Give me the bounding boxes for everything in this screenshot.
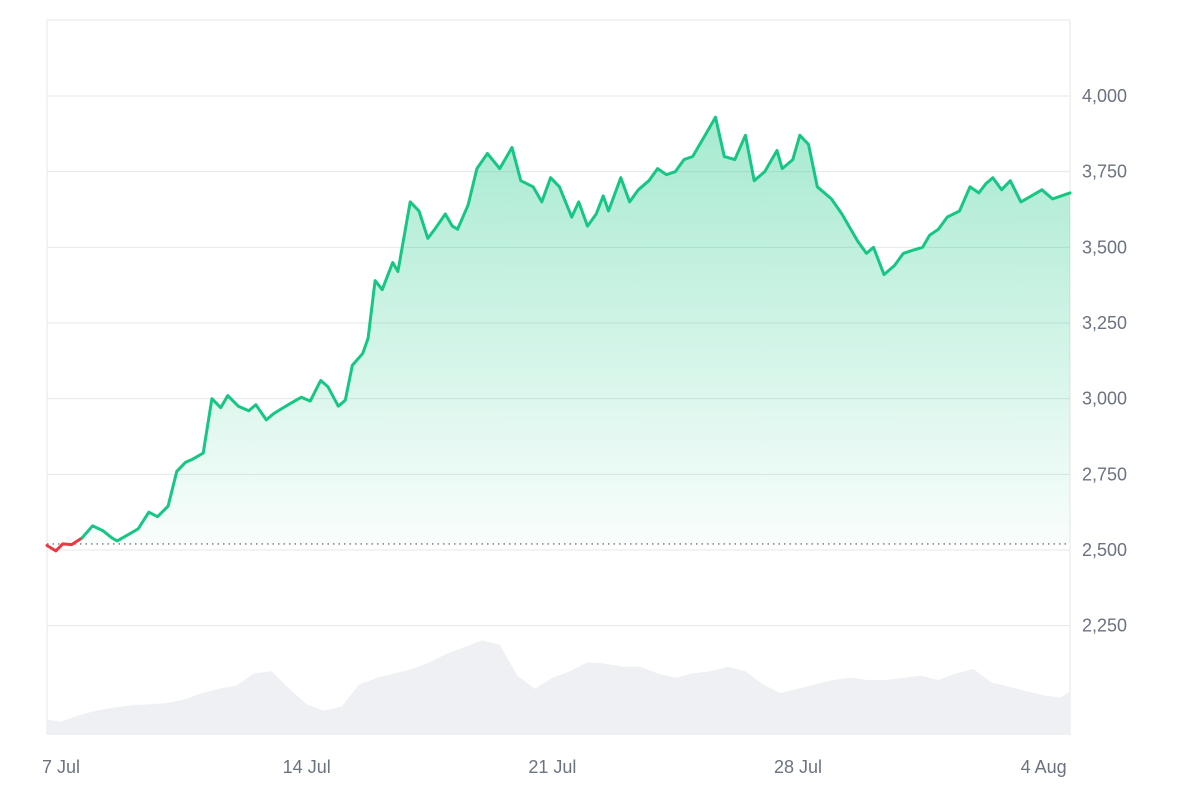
volume-area-layer: [47, 640, 1070, 735]
price-area: [47, 117, 1070, 551]
x-axis-labels: 7 Jul 14 Jul 21 Jul 28 Jul 4 Aug: [42, 757, 1067, 777]
y-tick-label: 2,500: [1082, 540, 1127, 560]
volume-area: [47, 640, 1070, 735]
y-tick-label: 4,000: [1082, 86, 1127, 106]
x-tick-label: 21 Jul: [528, 757, 576, 777]
price-line-up: [80, 115, 1072, 543]
x-tick-label: 14 Jul: [283, 757, 331, 777]
price-area-layer: [47, 117, 1070, 551]
y-tick-label: 3,750: [1082, 162, 1127, 182]
x-tick-label: 28 Jul: [774, 757, 822, 777]
price-line-layer: [45, 115, 1072, 553]
price-line-down: [45, 536, 84, 553]
y-tick-label: 3,250: [1082, 313, 1127, 333]
y-tick-label: 2,250: [1082, 616, 1127, 636]
y-tick-label: 3,000: [1082, 389, 1127, 409]
y-tick-label: 3,500: [1082, 237, 1127, 257]
x-tick-label: 4 Aug: [1021, 757, 1067, 777]
y-tick-label: 2,750: [1082, 464, 1127, 484]
y-axis-labels: 2,250 2,500 2,750 3,000 3,250 3,500 3,750 4,000: [1082, 86, 1127, 636]
x-tick-label: 7 Jul: [42, 757, 80, 777]
